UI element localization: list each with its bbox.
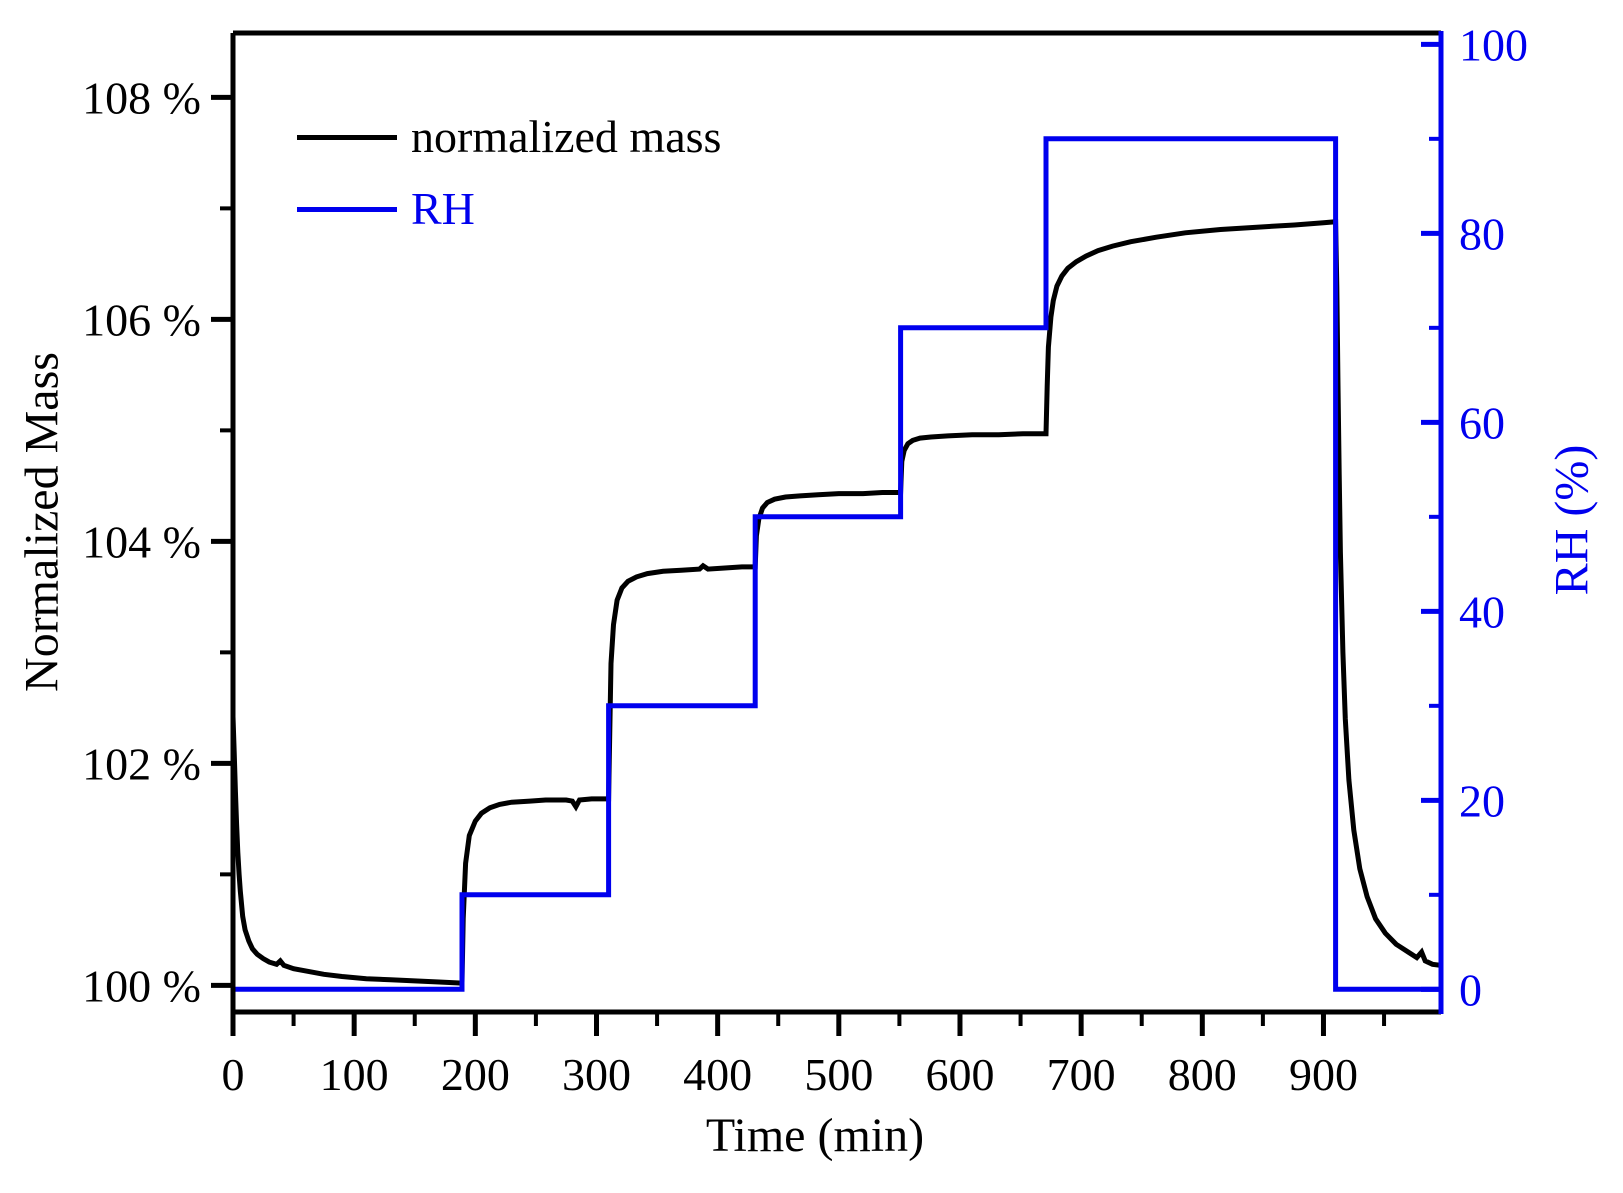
y-axis-title-right: RH (%): [1545, 444, 1599, 596]
series-group: [230, 136, 1442, 992]
x-tick-label: 300: [562, 1049, 631, 1100]
y-left-tick-label: 104 %: [82, 516, 201, 567]
x-tick-label: 0: [222, 1049, 245, 1100]
y-right-tick-label: 20: [1459, 775, 1505, 826]
series-line-mass: [230, 218, 1442, 986]
y-right-tick-label: 100: [1459, 19, 1528, 70]
x-tick-label: 900: [1289, 1049, 1358, 1100]
x-tick-label: 100: [320, 1049, 389, 1100]
legend-item-rh: RH: [297, 184, 721, 234]
y-right-tick-label: 40: [1459, 586, 1505, 637]
x-tick-label: 400: [683, 1049, 752, 1100]
y-left-tick-label: 108 %: [82, 72, 201, 123]
y-left-tick-label: 102 %: [82, 738, 201, 789]
y-left-tick-label: 106 %: [82, 294, 201, 345]
legend-label-rh: RH: [411, 183, 475, 234]
legend-line-mass: [297, 134, 397, 140]
legend-item-mass: normalized mass: [297, 112, 721, 162]
legend-label-mass: normalized mass: [411, 111, 722, 162]
legend-line-rh: [297, 206, 397, 212]
x-tick-label: 800: [1168, 1049, 1237, 1100]
legend: normalized mass RH: [297, 112, 721, 256]
ticks-group: [211, 41, 1441, 1036]
x-tick-label: 600: [925, 1049, 994, 1100]
x-tick-label: 500: [804, 1049, 873, 1100]
y-axis-title-left: Normalized Mass: [15, 352, 69, 692]
y-right-tick-label: 60: [1459, 397, 1505, 448]
x-tick-label: 200: [441, 1049, 510, 1100]
series-line-rh: [233, 136, 1441, 992]
y-left-tick-label: 100 %: [82, 960, 201, 1011]
y-right-tick-label: 0: [1459, 964, 1482, 1015]
x-axis-title: Time (min): [705, 1109, 925, 1162]
x-tick-label: 700: [1047, 1049, 1116, 1100]
y-right-tick-label: 80: [1459, 208, 1505, 259]
